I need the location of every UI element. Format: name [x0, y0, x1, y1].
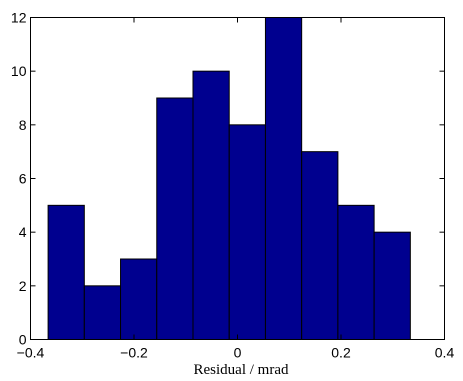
- y-tick-label-1: 2: [19, 278, 27, 294]
- histogram-bar-1: [83, 285, 122, 341]
- y-tick-label-4: 8: [19, 117, 27, 133]
- y-tick-label-0: 0: [19, 332, 27, 348]
- y-tick-labels: 0 2 4 6 8 10 12: [11, 10, 27, 348]
- x-tick-label-3: 0.2: [331, 345, 351, 361]
- histogram-bar-0: [47, 204, 85, 340]
- histogram-bar-5: [228, 124, 266, 341]
- x-tick-label-1: −0.2: [120, 345, 148, 361]
- histogram-bar-8: [337, 204, 375, 340]
- x-tick-labels: −0.4 −0.2 0 0.2 0.4: [17, 345, 455, 361]
- bars-group: [47, 17, 411, 341]
- histogram-bar-4: [192, 70, 230, 341]
- histogram-bar-3: [156, 97, 194, 340]
- histogram-bar-6: [264, 17, 303, 340]
- x-tick-label-2: 0: [234, 345, 242, 361]
- histogram-bar-7: [301, 151, 339, 340]
- x-tick-label-0: −0.4: [17, 345, 45, 361]
- histogram-bar-9: [373, 231, 411, 341]
- y-tick-label-2: 4: [19, 224, 27, 240]
- x-tick-label-4: 0.4: [435, 345, 455, 361]
- y-tick-label-5: 10: [11, 63, 27, 79]
- ticks-group: [30, 17, 445, 340]
- y-tick-label-6: 12: [11, 10, 27, 26]
- histogram-bar-2: [120, 258, 158, 340]
- x-axis-label: Residual / mrad: [194, 362, 289, 378]
- y-tick-label-3: 6: [19, 171, 27, 187]
